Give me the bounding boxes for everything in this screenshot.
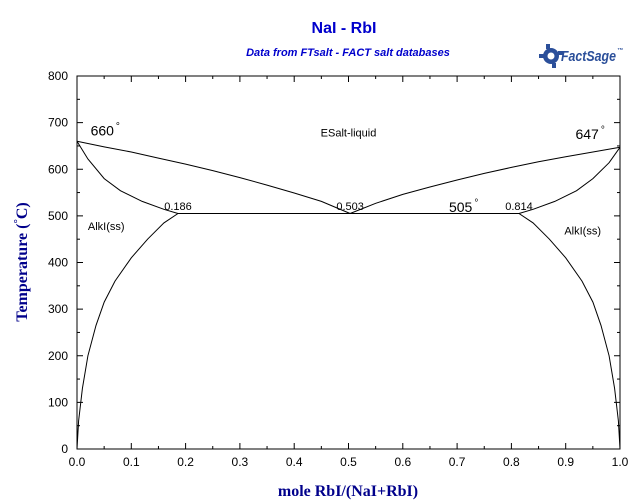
annotation-label: 647 ° [575, 125, 604, 142]
y-tick-label: 300 [48, 302, 68, 316]
annotation-label: 0.186 [164, 201, 192, 213]
phase-boundaries [76, 140, 621, 450]
y-tick-label: 500 [48, 209, 68, 223]
y-tick-label: 700 [48, 116, 68, 130]
y-axis-label-degree: ° [12, 219, 24, 223]
x-tick-label: 0.0 [69, 455, 86, 469]
x-tick-label: 0.7 [449, 455, 466, 469]
y-tick-label: 200 [48, 349, 68, 363]
x-tick-label: 0.2 [177, 455, 194, 469]
annotation-label: 505 ° [449, 198, 478, 215]
annotation-label: 0.814 [505, 201, 533, 213]
phase-boundary-line [76, 213, 179, 450]
y-tick-label: 800 [48, 69, 68, 83]
region-annotations: ESalt-liquid AlkI(ss) AlkI(ss) 0.186 0.503 0.… [88, 122, 605, 238]
x-axis-label: mole RbI/(NaI+RbI) [278, 483, 418, 500]
x-tick-label: 0.8 [503, 455, 520, 469]
factsage-logo-mark: ™ [617, 47, 623, 54]
y-tick-label: 0 [61, 442, 68, 456]
annotation-label: 0.503 [336, 201, 364, 213]
y-axis-label-pre: Temperature ( [14, 224, 31, 322]
y-tick-label: 600 [48, 162, 68, 176]
factsage-logo: FactSage ™ [539, 44, 623, 68]
y-tick-label: 400 [48, 256, 68, 270]
x-tick-label: 0.9 [557, 455, 574, 469]
annotation-label: 660 ° [91, 122, 120, 139]
x-tick-label: 0.3 [232, 455, 249, 469]
y-axis-label: Temperature (°C) [12, 202, 31, 322]
annotation-label: ESalt-liquid [321, 128, 377, 140]
chart-subtitle: Data from FTsalt - FACT salt databases [246, 47, 450, 59]
phase-boundary-line [349, 146, 621, 214]
y-tick-label: 100 [48, 395, 68, 409]
factsage-logo-text: FactSage [561, 48, 616, 65]
phase-boundary-line [518, 213, 621, 450]
chart-title: NaI - RbI [312, 20, 377, 37]
axis-ticks: 0.0 0.1 0.2 0.3 0.4 0.5 0.6 0.7 0.8 0.9 1.0 0 100 200… [48, 69, 629, 469]
x-tick-label: 1.0 [612, 455, 629, 469]
x-tick-label: 0.1 [123, 455, 140, 469]
y-axis-label-post: C) [14, 202, 31, 219]
x-tick-label: 0.6 [394, 455, 411, 469]
factsage-logo-icon [539, 44, 563, 68]
phase-boundary-line [518, 147, 621, 214]
phase-boundary-line [76, 140, 351, 214]
annotation-label: AlkI(ss) [88, 221, 125, 233]
phase-boundary-line [76, 141, 179, 214]
x-tick-label: 0.5 [340, 455, 357, 469]
x-tick-label: 0.4 [286, 455, 303, 469]
annotation-label: AlkI(ss) [564, 226, 601, 238]
